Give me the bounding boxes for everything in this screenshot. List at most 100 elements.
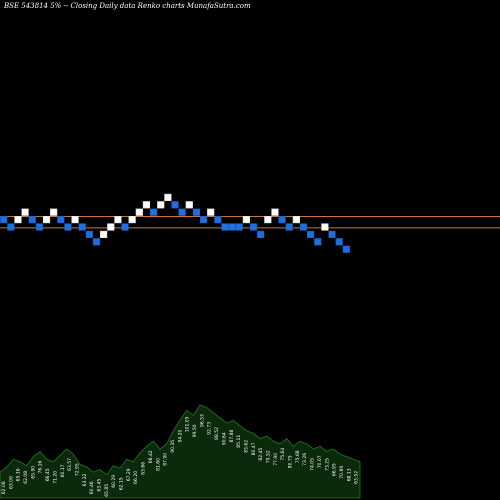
volume-label: 63.45 (97, 479, 103, 492)
renko-brick-up (50, 208, 58, 216)
renko-brick-down (249, 223, 258, 231)
renko-brick-down (78, 223, 86, 231)
renko-brick-up (242, 216, 250, 224)
volume-label: 62.08 (23, 471, 29, 484)
volume-label: 63.32 (82, 473, 88, 486)
renko-brick-down (192, 208, 201, 216)
renko-brick-up (271, 208, 279, 216)
renko-brick-down (342, 245, 350, 253)
volume-label: 79.52 (266, 450, 272, 463)
volume-label: 65.90 (30, 466, 36, 479)
renko-brick-down (221, 223, 229, 231)
volume-label: 65.16 (16, 468, 22, 481)
volume-label: 83.62 (243, 440, 249, 453)
renko-brick-down (257, 230, 265, 239)
volume-label: 75.64 (280, 448, 286, 461)
renko-brick-up (321, 223, 329, 231)
volume-label: 63.66 (141, 462, 147, 475)
volume-label: 73.26 (302, 453, 308, 466)
volume-label: 90.35 (170, 440, 176, 453)
volume-label: 63.57 (67, 458, 73, 471)
renko-brick-up (71, 216, 79, 224)
renko-brick-down (121, 223, 129, 231)
renko-brick-down (278, 216, 286, 224)
volume-label: 101.05 (185, 416, 191, 432)
renko-brick-down (7, 223, 15, 231)
chart-title: BSE 543814 5% -- Closing Daily data Renk… (4, 2, 251, 10)
volume-label: 81.60 (155, 458, 161, 471)
renko-brick-down (92, 238, 101, 246)
volume-label: 65.85 (104, 484, 110, 497)
volume-label: 80.75 (288, 455, 294, 468)
renko-brick-down (0, 216, 8, 224)
renko-brick-down (299, 223, 308, 231)
volume-label: 90.64 (221, 432, 227, 445)
volume-label: 63.52 (354, 471, 360, 484)
volume-label: 87.88 (229, 429, 235, 442)
renko-brick-down (214, 216, 222, 224)
renko-brick-up (157, 201, 165, 209)
volume-label: 70.07 (317, 455, 323, 468)
volume-label: 75.68 (295, 450, 301, 463)
renko-brick-down (57, 216, 65, 224)
renko-brick-down (28, 216, 36, 224)
volume-label: 62.15 (119, 477, 125, 490)
renko-brick-up (135, 208, 143, 216)
renko-brick-down (335, 238, 343, 246)
volume-label: 87.90 (163, 453, 169, 466)
renko-brick-down (85, 230, 93, 239)
renko-brick-down (328, 230, 336, 239)
renko-brick-down (171, 201, 179, 209)
volume-label: 66.20 (133, 471, 139, 484)
volume-area (0, 404, 361, 499)
volume-label: 73.25 (324, 458, 330, 471)
volume-label: 80.47 (251, 442, 257, 455)
renko-brick-down (307, 230, 315, 239)
volume-label: 60.46 (89, 481, 95, 494)
volume-label: 63.09 (8, 476, 14, 489)
volume-label: 60.17 (60, 464, 66, 477)
renko-brick-down (35, 223, 43, 231)
volume-label: 68.42 (148, 450, 154, 463)
renko-brick-down (285, 223, 293, 231)
renko-bricks (0, 193, 350, 253)
volume-label: 66.45 (45, 468, 51, 481)
volume-label: 88.52 (214, 427, 220, 440)
volume-label: 72.95 (75, 463, 81, 476)
volume-label: 62.08 (1, 481, 7, 494)
volume-label: 77.90 (273, 453, 279, 466)
renko-brick-up (21, 208, 29, 216)
renko-brick-down (150, 208, 158, 216)
renko-brick-up (292, 216, 300, 224)
renko-brick-up (107, 223, 115, 231)
renko-brick-up (264, 216, 272, 224)
volume-label: 94.20 (177, 429, 183, 442)
volume-label: 66.95 (332, 463, 338, 476)
renko-brick-up (114, 216, 122, 224)
volume-label: 70.89 (339, 466, 345, 479)
renko-brick-down (314, 238, 322, 246)
volume-label: 96.53 (199, 414, 205, 427)
renko-brick-up (128, 216, 136, 224)
volume-label: 99.50 (192, 424, 198, 437)
renko-brick-up (42, 216, 51, 224)
renko-brick-up (142, 201, 151, 209)
volume-label: 67.29 (126, 468, 132, 481)
volume-label: 71.20 (52, 471, 58, 484)
volume-label: 85.11 (236, 435, 242, 448)
renko-brick-up (185, 201, 193, 209)
renko-brick-down (228, 223, 236, 231)
volume-area-path (0, 404, 361, 499)
renko-brick-down (199, 216, 208, 224)
renko-brick-up (207, 208, 215, 216)
renko-brick-up (100, 230, 108, 239)
renko-brick-down (64, 223, 72, 231)
renko-brick-down (235, 223, 243, 231)
volume-label: 68.13 (346, 468, 352, 481)
renko-brick-up (164, 193, 172, 202)
renko-brick-up (14, 216, 22, 224)
volume-label: 74.05 (310, 458, 316, 471)
volume-label: 76.16 (38, 460, 44, 473)
